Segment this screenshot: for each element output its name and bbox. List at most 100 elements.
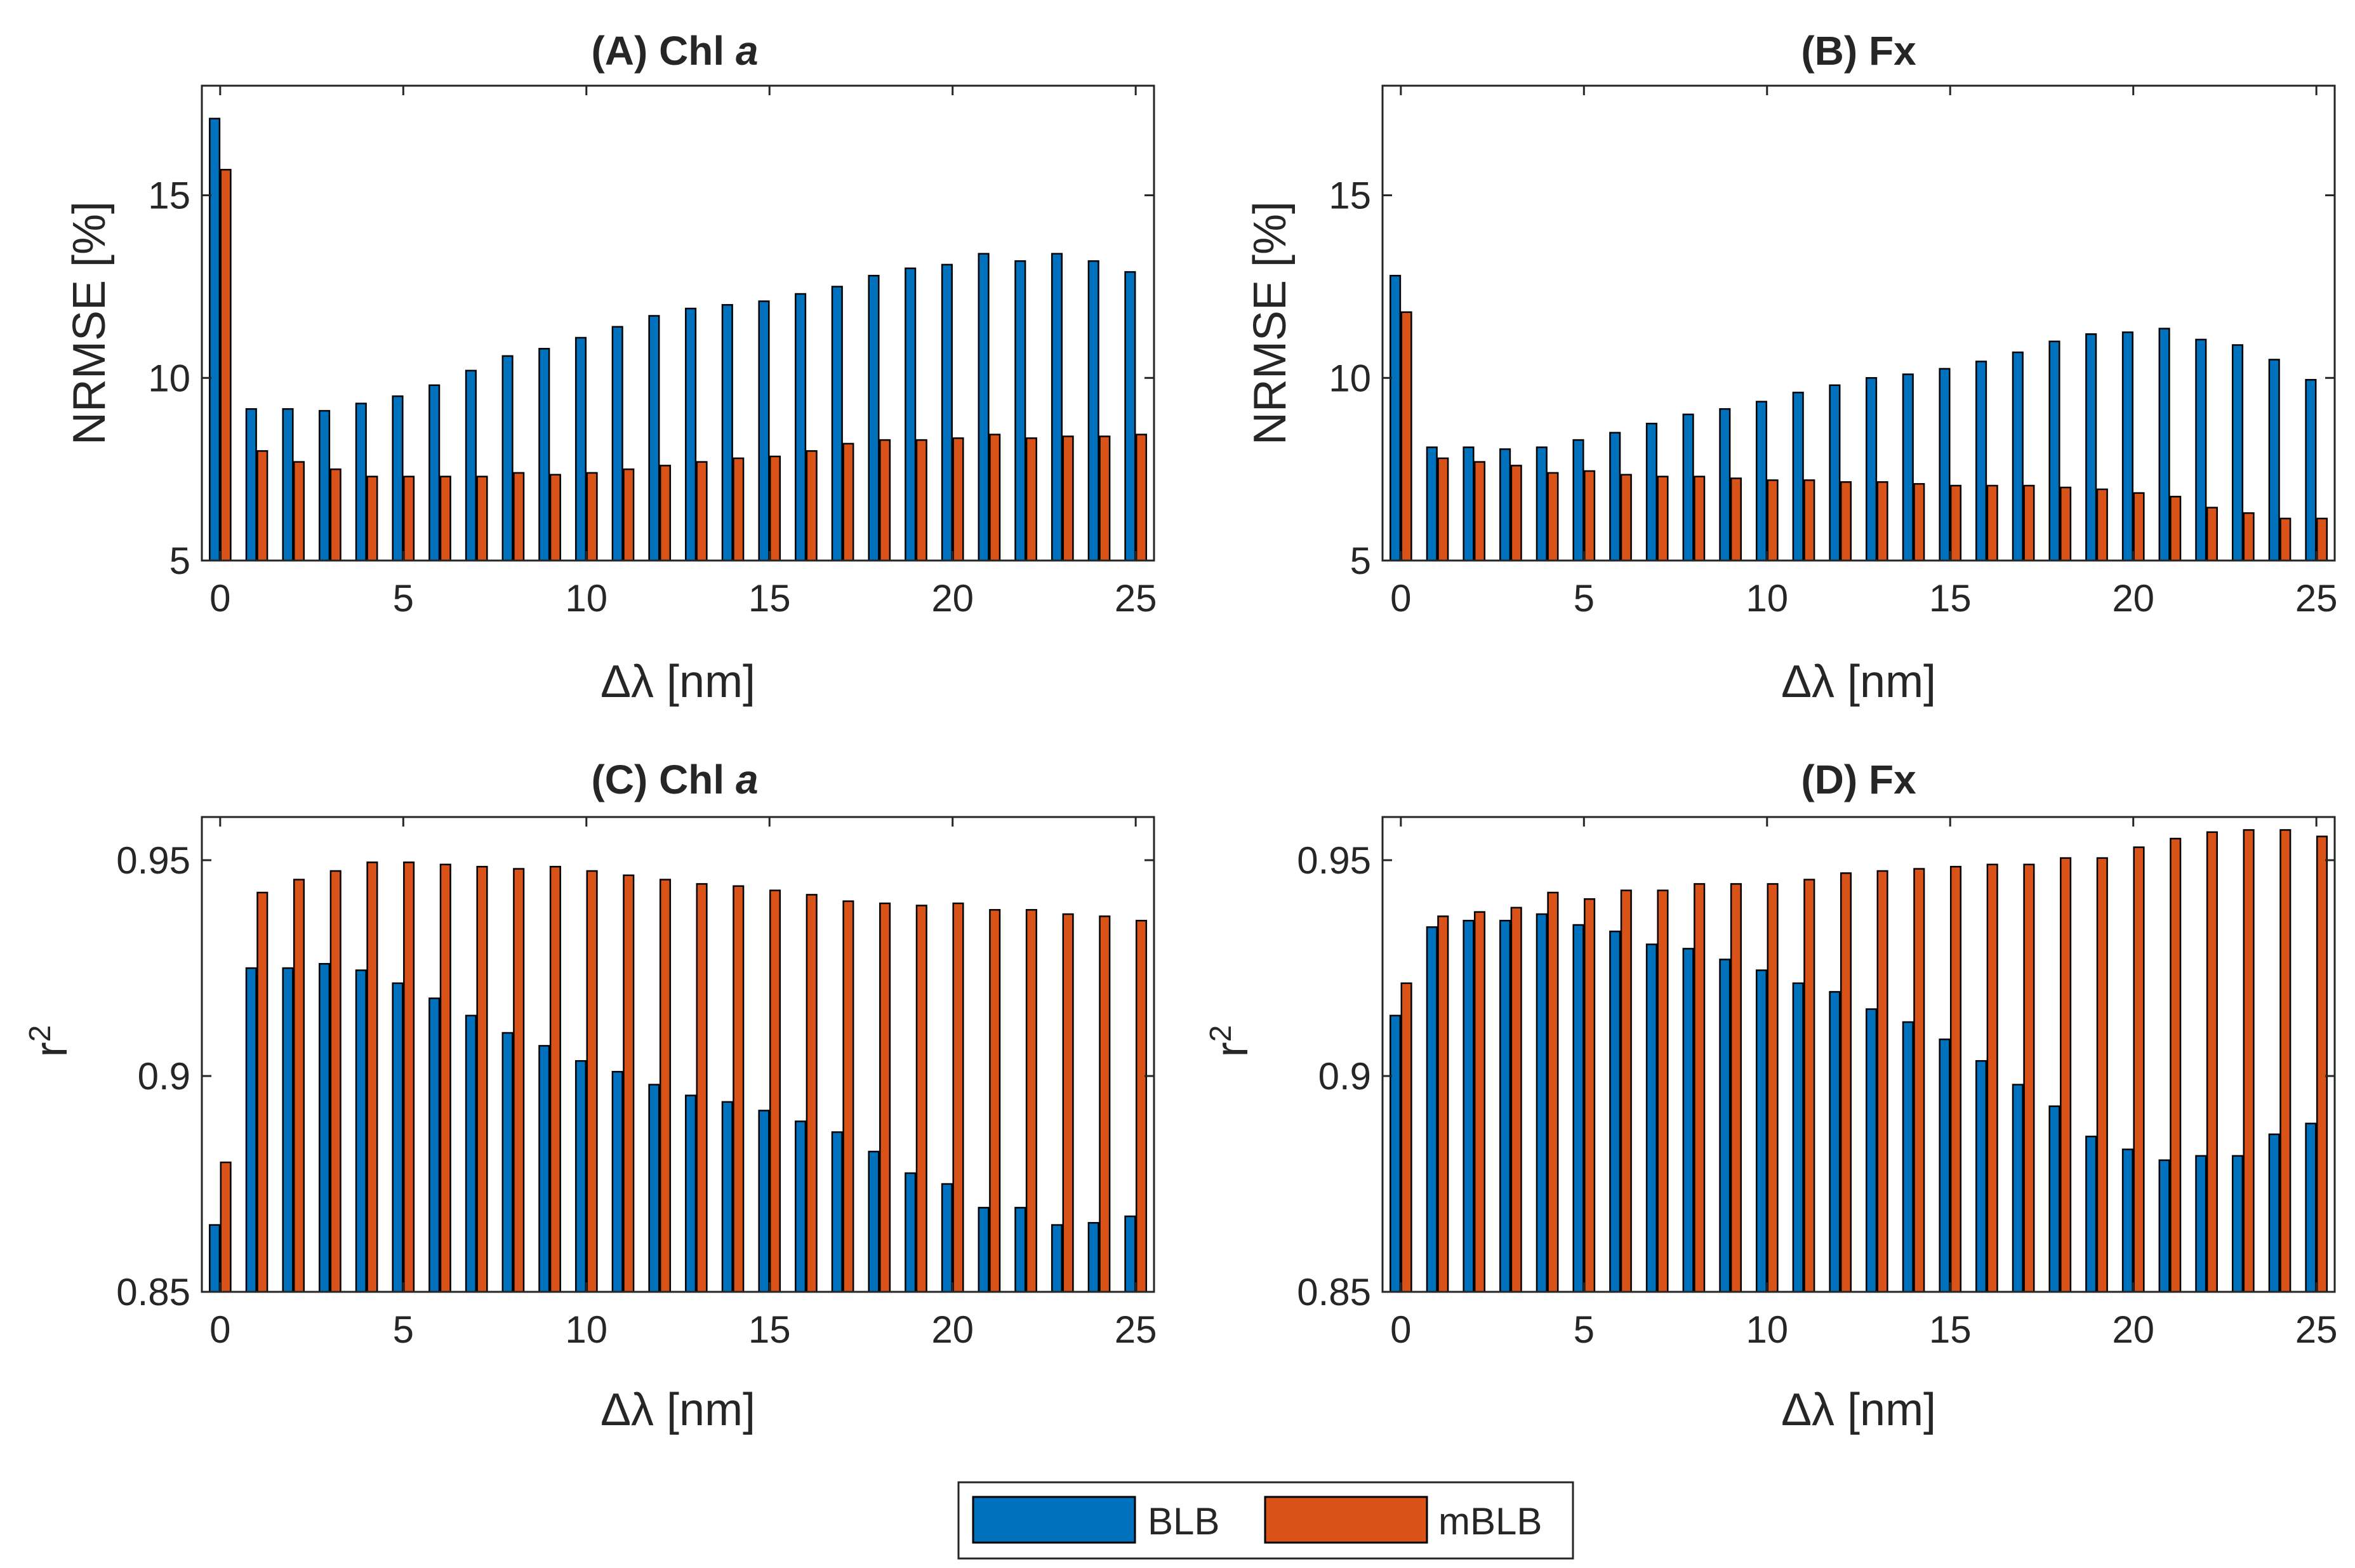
bar-blb-25 [1124, 271, 1136, 562]
bar-blb-2 [282, 967, 294, 1293]
bar-blb-8 [1682, 413, 1694, 562]
bar-mblb-8 [513, 472, 525, 562]
bar-mblb-4 [1547, 891, 1559, 1293]
axes-box [201, 84, 1155, 562]
y-tick-label: 0.95 [1297, 839, 1371, 882]
y-tick-label: 5 [1350, 540, 1371, 582]
x-axis-label: Δλ [nm] [1781, 1385, 1936, 1435]
bar-blb-23 [1051, 253, 1063, 562]
bar-blb-15 [758, 300, 770, 562]
bar-blb-5 [1572, 439, 1584, 562]
bar-blb-11 [611, 326, 623, 562]
bar-blb-6 [1609, 432, 1621, 562]
bar-mblb-7 [1657, 889, 1669, 1293]
bar-blb-12 [1829, 384, 1841, 562]
x-tick-label: 10 [565, 577, 607, 620]
bar-blb-20 [2121, 331, 2133, 562]
bar-mblb-11 [623, 874, 635, 1293]
bar-mblb-15 [1949, 484, 1962, 562]
bar-mblb-24 [1099, 915, 1111, 1293]
bar-mblb-23 [1062, 435, 1074, 562]
bar-mblb-12 [1840, 481, 1852, 562]
bar-blb-5 [392, 395, 404, 562]
bar-mblb-4 [1547, 472, 1559, 562]
axes-box [1381, 816, 2336, 1293]
bar-mblb-13 [696, 461, 708, 562]
y-tick-label: 5 [169, 540, 190, 582]
bar-blb-14 [721, 1101, 733, 1293]
bar-blb-24 [1087, 1221, 1099, 1293]
bar-blb-19 [905, 1172, 917, 1293]
bar-blb-6 [1609, 930, 1621, 1293]
bar-blb-9 [1719, 408, 1731, 562]
y-tick-label: 0.9 [1318, 1055, 1371, 1098]
bar-mblb-8 [513, 868, 525, 1293]
bar-blb-13 [1866, 1008, 1878, 1293]
bar-blb-8 [1682, 948, 1694, 1293]
bar-blb-21 [978, 253, 990, 562]
bar-blb-24 [1087, 260, 1099, 562]
bar-blb-2 [1463, 919, 1475, 1293]
x-tick-label: 15 [1929, 1308, 1972, 1351]
bar-blb-7 [1645, 422, 1657, 562]
bar-mblb-20 [952, 437, 964, 562]
x-tick-label: 25 [1115, 1308, 1157, 1351]
bar-blb-11 [1792, 392, 1804, 562]
y-tick-label: 0.95 [116, 839, 190, 882]
bar-mblb-6 [1620, 474, 1632, 562]
bar-mblb-13 [1876, 481, 1888, 562]
bar-blb-11 [1792, 982, 1804, 1293]
bar-mblb-2 [1473, 911, 1486, 1293]
bar-mblb-9 [549, 474, 561, 562]
bar-mblb-1 [1437, 457, 1449, 562]
bar-blb-13 [685, 307, 697, 562]
bar-mblb-12 [1840, 872, 1852, 1293]
bar-blb-9 [538, 1045, 550, 1293]
bar-blb-18 [2048, 340, 2060, 562]
bar-blb-16 [795, 293, 807, 562]
bar-mblb-6 [439, 475, 451, 562]
bar-blb-16 [1975, 1060, 1987, 1293]
bar-mblb-3 [329, 870, 342, 1293]
y-axis-label: r2 [1204, 1025, 1257, 1058]
ticks-d: 0 5 10 15 20 25 0.85 0.9 0.95 [1297, 817, 2338, 1351]
bar-blb-11 [611, 1070, 623, 1293]
bar-mblb-5 [403, 861, 415, 1293]
bar-blb-3 [1499, 919, 1511, 1293]
bar-mblb-10 [1767, 479, 1779, 562]
bar-mblb-16 [1986, 863, 1998, 1293]
bar-mblb-16 [1986, 484, 1998, 562]
y-tick-label: 0.85 [116, 1271, 190, 1313]
x-tick-label: 20 [2112, 577, 2154, 620]
bar-mblb-25 [2316, 835, 2328, 1293]
bar-blb-0 [209, 1224, 221, 1293]
bar-blb-6 [428, 384, 441, 562]
bar-blb-17 [2012, 351, 2024, 562]
bar-mblb-23 [2243, 512, 2255, 562]
bar-blb-3 [319, 962, 331, 1293]
x-tick-label: 0 [1390, 1308, 1411, 1351]
bar-blb-23 [2231, 344, 2244, 562]
bar-blb-7 [465, 369, 477, 562]
bar-mblb-24 [1099, 435, 1111, 562]
x-tick-label: 0 [1390, 577, 1411, 620]
x-axis-label: Δλ [nm] [600, 1385, 755, 1435]
bar-blb-16 [1975, 361, 1987, 562]
panel-title: (A) Chl a [591, 28, 758, 74]
bar-mblb-17 [842, 900, 854, 1293]
bar-blb-5 [1572, 924, 1584, 1293]
bar-blb-3 [1499, 448, 1511, 562]
bar-mblb-15 [769, 889, 781, 1293]
x-tick-label: 0 [209, 577, 230, 620]
bar-mblb-18 [2060, 486, 2072, 562]
bar-mblb-25 [1135, 434, 1148, 562]
bar-mblb-20 [2133, 492, 2145, 562]
bar-blb-2 [1463, 446, 1475, 562]
legend-swatch-blb [972, 1496, 1136, 1544]
bar-blb-23 [1051, 1224, 1063, 1293]
x-tick-label: 25 [1115, 577, 1157, 620]
bar-mblb-19 [2096, 488, 2108, 562]
bar-blb-19 [2085, 1135, 2097, 1293]
